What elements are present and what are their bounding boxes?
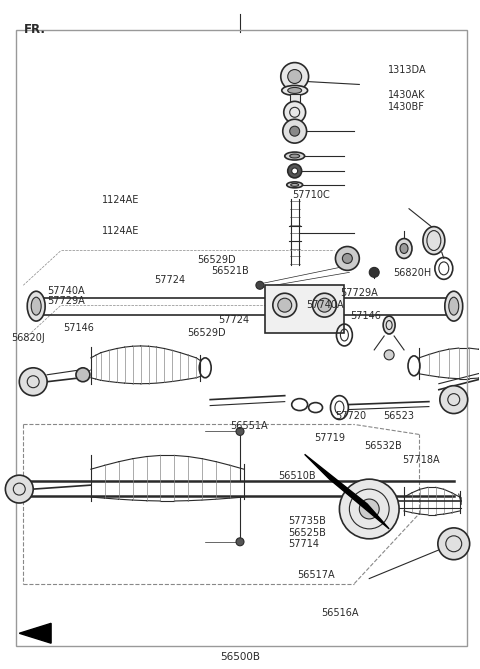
Ellipse shape [423,227,445,254]
Circle shape [288,164,301,178]
Circle shape [76,368,90,382]
Text: 1124AE: 1124AE [102,226,139,236]
Text: 56532B: 56532B [364,442,402,452]
Circle shape [273,293,297,317]
Text: 56551A: 56551A [230,421,268,432]
Text: 56820J: 56820J [11,332,45,343]
Text: 56529D: 56529D [188,328,226,338]
Text: 56521B: 56521B [211,266,249,276]
Ellipse shape [27,291,45,321]
Text: 56529D: 56529D [197,255,236,265]
Ellipse shape [384,350,394,360]
Text: 56525B: 56525B [288,528,325,538]
Circle shape [284,102,306,123]
Ellipse shape [291,183,299,187]
Ellipse shape [396,239,412,258]
Circle shape [283,119,307,143]
Text: 57720: 57720 [336,411,367,421]
Circle shape [369,268,379,278]
Circle shape [281,63,309,90]
Text: 57724: 57724 [154,275,185,285]
Circle shape [288,70,301,84]
Circle shape [5,475,33,503]
Text: 56820H: 56820H [394,268,432,278]
Circle shape [236,538,244,546]
Text: 57714: 57714 [288,539,319,549]
Text: 56523: 56523 [383,411,414,421]
Ellipse shape [282,86,308,96]
Text: 57719: 57719 [314,433,345,443]
Bar [290,94,300,104]
Circle shape [342,254,352,264]
Ellipse shape [31,297,41,315]
Text: 1430AK: 1430AK [388,90,425,100]
Polygon shape [305,454,389,529]
Text: 57724: 57724 [218,315,250,325]
Text: 56517A: 56517A [297,570,335,580]
Circle shape [236,427,244,436]
Text: 57740A: 57740A [306,300,344,310]
Text: FR.: FR. [24,23,46,36]
Ellipse shape [445,291,463,321]
Ellipse shape [287,182,302,188]
Text: 1124AE: 1124AE [102,195,139,205]
Text: 56516A: 56516A [321,607,359,617]
Text: 1313DA: 1313DA [388,65,427,75]
Ellipse shape [288,88,301,94]
Circle shape [312,293,336,317]
Circle shape [256,281,264,289]
Text: 57146: 57146 [350,311,381,321]
Circle shape [336,246,360,270]
Circle shape [339,479,399,539]
Text: 57729A: 57729A [47,296,84,306]
Ellipse shape [290,154,300,158]
Text: 56510B: 56510B [278,470,316,480]
Circle shape [360,499,379,519]
Polygon shape [19,624,51,643]
Circle shape [318,298,332,312]
Text: 1430BF: 1430BF [388,102,425,112]
Circle shape [440,386,468,413]
Text: 57740A: 57740A [47,286,84,296]
Text: 57735B: 57735B [288,516,325,527]
Circle shape [278,298,292,312]
Text: 57729A: 57729A [340,288,378,298]
Ellipse shape [449,297,459,315]
Circle shape [438,528,469,560]
Ellipse shape [285,152,305,160]
Text: 57710C: 57710C [292,190,330,200]
Ellipse shape [400,244,408,254]
Text: 57146: 57146 [63,323,94,333]
Bar [265,285,344,333]
Circle shape [292,168,298,174]
Text: 57718A: 57718A [402,454,440,464]
Ellipse shape [383,316,395,334]
Text: 56500B: 56500B [220,652,260,662]
Circle shape [290,126,300,136]
Circle shape [19,368,47,395]
